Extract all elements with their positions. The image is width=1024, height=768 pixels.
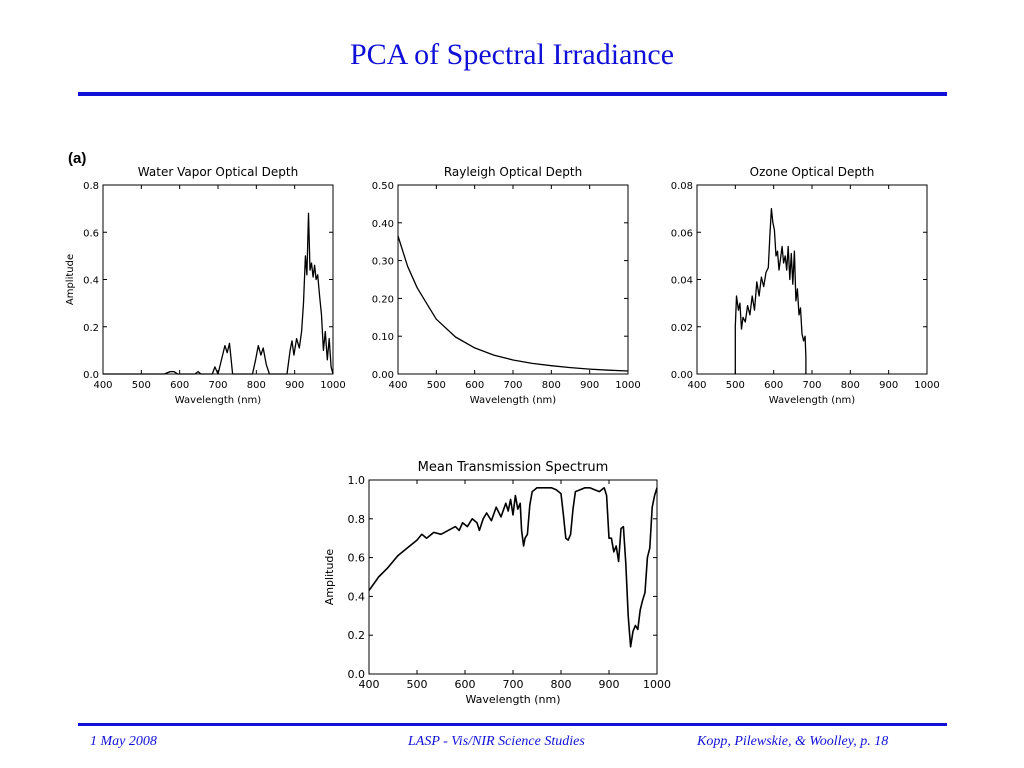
ozone-x-tick-label: 500 (726, 380, 745, 391)
water-x-tick-label: 400 (93, 380, 112, 391)
ozone-x-tick-label: 400 (687, 380, 706, 391)
rayleigh-x-tick-label: 900 (580, 380, 599, 391)
water-y-tick-label: 0.0 (83, 370, 99, 381)
footer-rule (78, 723, 947, 726)
rayleigh-y-tick-label: 0.00 (372, 370, 394, 381)
transmission-x-tick-label: 500 (407, 678, 428, 691)
ozone-y-tick-label: 0.08 (671, 181, 693, 192)
water-title: Water Vapor Optical Depth (138, 165, 298, 179)
water-x-tick-label: 500 (132, 380, 151, 391)
rayleigh-y-tick-label: 0.20 (372, 294, 394, 305)
water-y-tick-label: 0.4 (83, 276, 99, 287)
transmission-title: Mean Transmission Spectrum (418, 460, 609, 475)
water-y-axis-label: Amplitude (65, 254, 76, 305)
ozone-y-tick-label: 0.06 (671, 228, 693, 239)
slide-title: PCA of Spectral Irradiance (349, 38, 675, 71)
rayleigh-series-line (397, 235, 629, 372)
title-rule (78, 92, 947, 96)
ozone-y-tick-label: 0.02 (671, 323, 693, 334)
rayleigh-x-tick-label: 700 (503, 380, 522, 391)
rayleigh-x-tick-label: 400 (388, 380, 407, 391)
ozone-x-tick-label: 800 (841, 380, 860, 391)
water-x-tick-label: 700 (208, 380, 227, 391)
transmission-x-tick-label: 800 (551, 678, 572, 691)
transmission-x-tick-label: 1000 (643, 678, 671, 691)
ozone-x-tick-label: 700 (802, 380, 821, 391)
water-x-axis-label: Wavelength (nm) (175, 395, 261, 406)
rayleigh-x-tick-label: 500 (427, 380, 446, 391)
water-x-tick-label: 1000 (320, 380, 345, 391)
ozone-x-axis-label: Wavelength (nm) (769, 395, 855, 406)
ozone-x-tick-label: 900 (879, 380, 898, 391)
rayleigh-x-tick-label: 800 (542, 380, 561, 391)
ozone-y-tick-label: 0.00 (671, 370, 693, 381)
rayleigh-y-tick-label: 0.50 (372, 181, 394, 192)
transmission-y-tick-label: 0.4 (348, 590, 366, 603)
ozone-title: Ozone Optical Depth (750, 165, 875, 179)
transmission-x-tick-label: 600 (455, 678, 476, 691)
rayleigh-x-tick-label: 1000 (615, 380, 640, 391)
water-y-tick-label: 0.6 (83, 228, 99, 239)
transmission-x-tick-label: 700 (503, 678, 524, 691)
rayleigh-y-tick-label: 0.30 (372, 257, 394, 268)
transmission-x-tick-label: 400 (359, 678, 380, 691)
footer-date: 1 May 2008 (90, 734, 157, 749)
transmission-y-tick-label: 0.8 (348, 513, 366, 526)
water-y-tick-label: 0.2 (83, 323, 99, 334)
footer-center-text: LASP - Vis/NIR Science Studies (408, 734, 585, 749)
water-y-tick-label: 0.8 (83, 181, 99, 192)
transmission-y-tick-label: 0.6 (348, 552, 366, 565)
rayleigh-x-axis-label: Wavelength (nm) (470, 395, 556, 406)
transmission-x-tick-label: 900 (599, 678, 620, 691)
rayleigh-y-tick-label: 0.40 (372, 219, 394, 230)
ozone-series-line (734, 207, 807, 374)
ozone-y-tick-label: 0.04 (671, 276, 693, 287)
footer-credit: Kopp, Pilewskie, & Woolley, p. 18 (697, 734, 889, 749)
water-x-tick-label: 900 (285, 380, 304, 391)
transmission-y-tick-label: 1.0 (348, 474, 366, 487)
transmission-series-line (368, 487, 658, 648)
rayleigh-y-tick-label: 0.10 (372, 332, 394, 343)
transmission-x-axis-label: Wavelength (nm) (465, 693, 560, 706)
transmission-y-axis-label: Amplitude (323, 549, 336, 606)
water-x-tick-label: 600 (170, 380, 189, 391)
water-series-line (103, 212, 334, 375)
ozone-x-tick-label: 600 (764, 380, 783, 391)
water-x-tick-label: 800 (247, 380, 266, 391)
transmission-y-tick-label: 0.2 (348, 629, 366, 642)
transmission-y-tick-label: 0.0 (348, 668, 366, 681)
rayleigh-x-tick-label: 600 (465, 380, 484, 391)
panel-label: (a) (68, 150, 87, 167)
ozone-x-tick-label: 1000 (914, 380, 939, 391)
rayleigh-title: Rayleigh Optical Depth (444, 165, 582, 179)
